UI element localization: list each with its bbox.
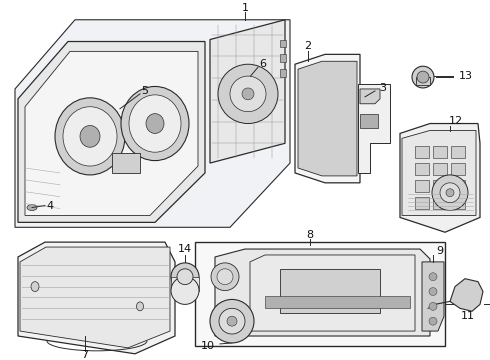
Circle shape	[417, 71, 429, 83]
Circle shape	[429, 273, 437, 281]
Polygon shape	[18, 41, 205, 222]
Ellipse shape	[121, 86, 189, 161]
Text: 9: 9	[437, 246, 443, 256]
Bar	[433, 163, 447, 175]
Ellipse shape	[137, 302, 144, 311]
Polygon shape	[298, 61, 357, 176]
Ellipse shape	[27, 204, 37, 211]
Bar	[280, 269, 380, 313]
Bar	[280, 54, 286, 62]
Circle shape	[429, 317, 437, 325]
Text: 14: 14	[178, 244, 192, 254]
Circle shape	[412, 66, 434, 88]
Circle shape	[446, 189, 454, 197]
Ellipse shape	[55, 98, 125, 175]
Bar	[280, 40, 286, 48]
Text: 3: 3	[379, 83, 387, 93]
Text: 7: 7	[81, 350, 89, 360]
Polygon shape	[15, 20, 290, 227]
Text: 2: 2	[304, 41, 312, 51]
Circle shape	[210, 300, 254, 343]
Text: 12: 12	[449, 116, 463, 126]
Circle shape	[211, 263, 239, 291]
Text: 11: 11	[461, 311, 475, 321]
Polygon shape	[25, 51, 198, 215]
Polygon shape	[402, 130, 476, 215]
Bar	[415, 197, 429, 208]
Text: 8: 8	[306, 230, 314, 240]
Polygon shape	[18, 242, 175, 354]
Polygon shape	[450, 279, 483, 311]
Text: 6: 6	[260, 59, 267, 69]
Bar	[415, 163, 429, 175]
Bar	[451, 197, 465, 208]
Polygon shape	[210, 20, 285, 163]
Bar	[415, 180, 429, 192]
Polygon shape	[20, 247, 170, 348]
Ellipse shape	[146, 114, 164, 134]
Circle shape	[177, 269, 193, 285]
Circle shape	[440, 183, 460, 203]
Polygon shape	[400, 123, 480, 232]
Text: 10: 10	[201, 341, 215, 351]
Bar	[195, 242, 445, 346]
Bar	[451, 146, 465, 158]
Ellipse shape	[129, 95, 181, 152]
Bar	[171, 277, 199, 291]
Bar	[265, 297, 410, 308]
Circle shape	[219, 308, 245, 334]
Text: 13: 13	[459, 71, 473, 81]
Text: 1: 1	[242, 3, 248, 13]
Circle shape	[171, 263, 199, 291]
Bar	[280, 69, 286, 77]
Bar	[451, 180, 465, 192]
Bar	[416, 77, 430, 85]
Ellipse shape	[80, 126, 100, 147]
Bar	[451, 163, 465, 175]
Polygon shape	[250, 255, 415, 331]
Circle shape	[432, 175, 468, 211]
Bar	[433, 146, 447, 158]
Polygon shape	[422, 262, 444, 331]
Circle shape	[230, 76, 266, 112]
Circle shape	[218, 64, 278, 123]
Text: 5: 5	[142, 86, 148, 96]
Bar	[433, 180, 447, 192]
Circle shape	[171, 277, 199, 305]
Bar	[415, 146, 429, 158]
Circle shape	[429, 302, 437, 310]
Circle shape	[242, 88, 254, 100]
Circle shape	[217, 269, 233, 285]
Polygon shape	[215, 249, 430, 336]
Circle shape	[227, 316, 237, 326]
Polygon shape	[295, 54, 360, 183]
Bar	[433, 197, 447, 208]
Circle shape	[429, 288, 437, 296]
Ellipse shape	[31, 282, 39, 292]
Ellipse shape	[63, 107, 117, 166]
Polygon shape	[360, 114, 378, 129]
Polygon shape	[360, 89, 380, 104]
Text: 4: 4	[47, 201, 53, 211]
Polygon shape	[112, 153, 140, 173]
Polygon shape	[358, 84, 390, 173]
